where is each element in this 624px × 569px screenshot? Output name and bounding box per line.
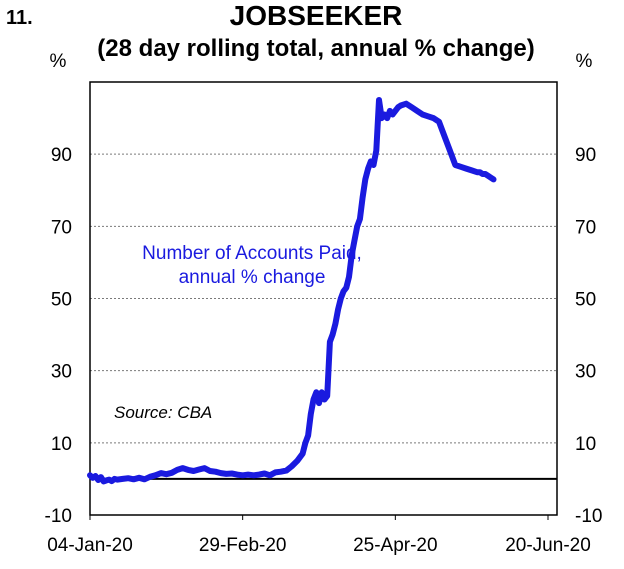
- x-tick-label: 20-Jun-20: [505, 535, 591, 556]
- tick-labels: -10 -10 10 10 30 30 50 50 70 70 90 90 04-Jan-20 29-Fe…: [45, 145, 603, 556]
- series-layer: [87, 97, 497, 485]
- y-tick-label-left: 50: [51, 290, 72, 311]
- series-legend-label: Number of Accounts Paid, annual % change: [142, 243, 362, 288]
- x-tick-label: 29-Feb-20: [199, 535, 287, 556]
- axes: [89, 81, 558, 520]
- y-tick-label-right: 30: [575, 362, 596, 383]
- x-tick-label: 25-Apr-20: [353, 535, 438, 556]
- y-tick-label-left: 10: [51, 434, 72, 455]
- chart-subtitle: (28 day rolling total, annual % change): [97, 35, 534, 62]
- y-tick-label-right: 50: [575, 290, 596, 311]
- right-axis-unit-label: %: [576, 51, 593, 72]
- y-tick-label-right: 90: [575, 145, 596, 166]
- left-axis-unit-label: %: [50, 51, 67, 72]
- chart-title: JOBSEEKER: [230, 0, 403, 31]
- source-annotation: Source: CBA: [114, 403, 212, 422]
- y-tick-label-right: -10: [575, 506, 602, 527]
- gridlines: [90, 153, 557, 444]
- y-tick-label-right: 10: [575, 434, 596, 455]
- series-label-line-1: Number of Accounts Paid,: [142, 243, 362, 264]
- plot-frame: [89, 81, 558, 516]
- x-tick-label: 04-Jan-20: [47, 535, 133, 556]
- y-tick-label-left: 90: [51, 145, 72, 166]
- series-label-line-2: annual % change: [179, 267, 326, 288]
- y-tick-label-right: 70: [575, 217, 596, 238]
- y-tick-label-left: 30: [51, 362, 72, 383]
- figure-number: 11.: [6, 7, 33, 29]
- y-tick-label-left: 70: [51, 217, 72, 238]
- series-line-0: [87, 97, 497, 485]
- y-tick-label-left: -10: [45, 506, 72, 527]
